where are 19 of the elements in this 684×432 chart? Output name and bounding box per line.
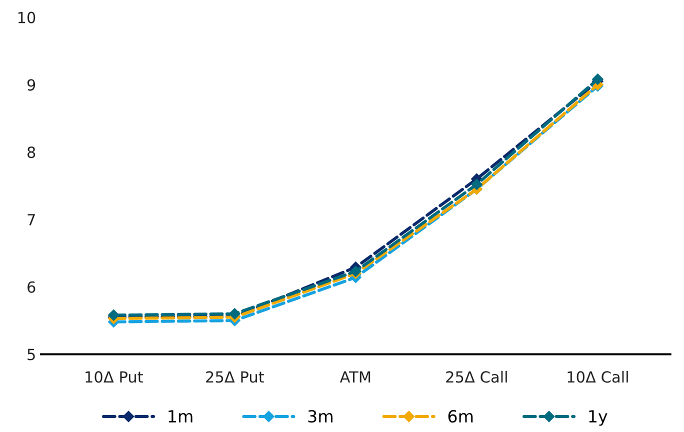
point: [471, 178, 482, 190]
legend-label: 6m: [448, 410, 473, 423]
x-tick-label: 25Δ Call: [446, 370, 507, 383]
x-tick-label: 25Δ Put: [206, 371, 264, 383]
legend-label: 1y: [589, 410, 608, 426]
point: [592, 74, 604, 85]
point: [108, 310, 120, 321]
x-tick-label: 10Δ Put: [86, 371, 143, 383]
y-tick-label: 6: [28, 281, 36, 293]
x-tick-label: 10Δ Call: [568, 370, 628, 383]
y-tick-label: 10: [18, 12, 36, 24]
x-tick-label: ATM: [340, 371, 370, 383]
legend-label: 3m: [308, 410, 332, 423]
y-tick-label: 9: [27, 79, 36, 91]
y-tick-label: 5: [28, 348, 35, 360]
y-tick-label: 8: [27, 146, 36, 158]
y-tick-label: 7: [28, 214, 35, 226]
point: [229, 308, 240, 320]
legend-label: 1m: [168, 410, 192, 422]
